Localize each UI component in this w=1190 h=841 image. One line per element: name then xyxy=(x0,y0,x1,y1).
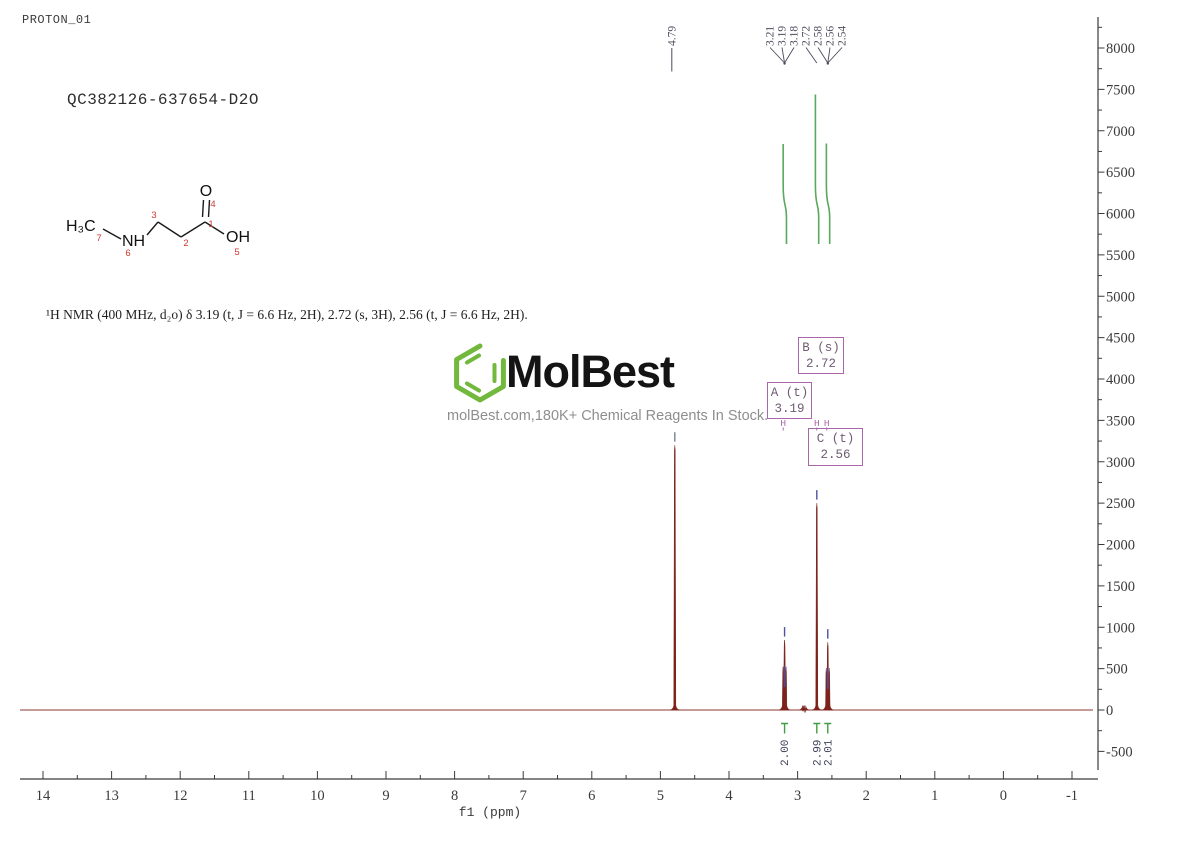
y-tick-label: 4500 xyxy=(1106,331,1135,347)
assignment-h-marker: H xyxy=(780,418,786,429)
y-tick-label: 5500 xyxy=(1106,248,1135,264)
integral-curves xyxy=(782,94,831,244)
atom-number-6: 6 xyxy=(125,248,130,259)
x-tick-label: 6 xyxy=(588,788,595,804)
multiplet-box-B: B (s) 2.72 xyxy=(798,337,844,374)
atom-hydroxyl: OH xyxy=(226,229,250,246)
integral-curve xyxy=(814,94,820,244)
y-tick-label: 6000 xyxy=(1106,207,1135,223)
atom-number-2: 2 xyxy=(183,238,188,249)
peak-pick-label: 3.21 xyxy=(765,26,777,46)
atom-number-1: 1 xyxy=(208,219,213,230)
integral-bracket-icon xyxy=(813,722,821,734)
logo-tagline: molBest.com,180K+ Chemical Reagents In S… xyxy=(447,408,769,424)
integral-curve xyxy=(825,143,831,244)
peak-pick-labels: 4.79 3.21 3.19 3.18 2.72 2.58 2.56 2.54 xyxy=(666,26,849,72)
x-tick-label: 0 xyxy=(1000,788,1007,804)
nmr-citation: ¹H NMR (400 MHz, d₂o) δ 3.19 (t, J = 6.6… xyxy=(46,307,528,322)
y-tick-label: -500 xyxy=(1106,744,1133,760)
y-tick-label: 0 xyxy=(1106,703,1113,719)
multiplet-shift: 3.19 xyxy=(774,402,805,416)
integral-bracket-icon xyxy=(781,722,789,734)
spectrum-trace xyxy=(20,432,1093,713)
y-tick-label: 6500 xyxy=(1106,165,1135,181)
peak-pick-label: 2.72 xyxy=(801,26,813,46)
integral-value: 2.01 xyxy=(823,739,835,766)
assignment-h-marker: H xyxy=(814,418,820,429)
atom-number-3: 3 xyxy=(151,210,156,221)
x-tick-label: 13 xyxy=(104,788,119,804)
bond-lines xyxy=(102,199,225,240)
x-tick-label: 7 xyxy=(520,788,527,804)
experiment-label: PROTON_01 xyxy=(22,13,92,27)
multiplet-assignment: A (t) xyxy=(770,386,809,400)
sample-id: QC382126-637654-D2O xyxy=(67,91,259,109)
assignment-h-marker: H xyxy=(824,418,830,429)
x-tick-label: 1 xyxy=(931,788,938,804)
y-tick-label: 5000 xyxy=(1106,289,1135,305)
multiplet-assignment: C (t) xyxy=(816,432,855,446)
atom-number-4: 4 xyxy=(210,199,215,210)
x-tick-label: 4 xyxy=(725,788,733,804)
peak-pick-label: 2.58 xyxy=(813,26,825,46)
integral-value: 2.00 xyxy=(780,740,792,766)
atom-number-7: 7 xyxy=(96,233,101,244)
y-tick-label: 500 xyxy=(1106,662,1128,678)
x-tick-label: 9 xyxy=(382,788,389,804)
x-tick-label: 12 xyxy=(173,788,188,804)
multiplet-assignment: B (s) xyxy=(802,341,840,355)
peak-pick-label: 2.56 xyxy=(825,26,837,46)
atom-carbonyl-oxygen: O xyxy=(200,183,212,200)
multiplet-shift: 2.72 xyxy=(805,357,836,371)
y-tick-label: 3000 xyxy=(1106,455,1135,471)
y-tick-label: 8000 xyxy=(1106,41,1135,57)
x-tick-label: 10 xyxy=(310,788,325,804)
y-tick-label: 3500 xyxy=(1106,413,1135,429)
y-tick-label: 7500 xyxy=(1106,82,1135,98)
atom-amine: NH xyxy=(122,233,145,250)
y-tick-label: 1500 xyxy=(1106,579,1135,595)
peak-pick-label: 4.79 xyxy=(666,26,678,46)
x-tick-label: 3 xyxy=(794,788,801,804)
atom-number-5: 5 xyxy=(234,247,239,258)
integral-value: 2.99 xyxy=(812,740,824,766)
molbest-hexagon-icon xyxy=(454,343,506,403)
atom-methyl: H₃C xyxy=(66,218,96,235)
axes: 14 13 12 11 10 9 8 7 6 5 4 3 2 1 0 -1800075007000650060… xyxy=(20,17,1135,820)
x-tick-label: 5 xyxy=(657,788,664,804)
y-tick-label: 7000 xyxy=(1106,124,1135,140)
y-tick-label: 2500 xyxy=(1106,496,1135,512)
logo-wordmark: MolBest xyxy=(506,346,675,397)
peak-pick-label: 3.18 xyxy=(789,26,801,46)
x-tick-label: -1 xyxy=(1066,788,1078,804)
molecule-structure: H₃C NH O OH 1 2 3 4 5 6 7 xyxy=(66,183,250,259)
integral-labels: 2.00 2.992.01 xyxy=(780,722,835,766)
x-tick-label: 8 xyxy=(451,788,458,804)
integral-bracket-icon xyxy=(824,722,832,734)
multiplet-box-A: A (t) 3.19 xyxy=(767,382,812,419)
y-tick-label: 2000 xyxy=(1106,538,1135,554)
x-tick-label: 14 xyxy=(36,788,51,804)
x-tick-label: 2 xyxy=(863,788,870,804)
y-tick-label: 1000 xyxy=(1106,620,1135,636)
peak-pick-label: 2.54 xyxy=(837,26,849,46)
multiplet-box-C: C (t) 2.56 xyxy=(808,428,863,466)
peak-pick-label: 3.19 xyxy=(777,26,789,46)
x-tick-label: 11 xyxy=(242,788,256,804)
multiplet-shift: 2.56 xyxy=(820,448,851,462)
y-tick-label: 4000 xyxy=(1106,372,1135,388)
integral-curve xyxy=(782,144,788,244)
x-axis-title: f1 (ppm) xyxy=(459,805,521,820)
